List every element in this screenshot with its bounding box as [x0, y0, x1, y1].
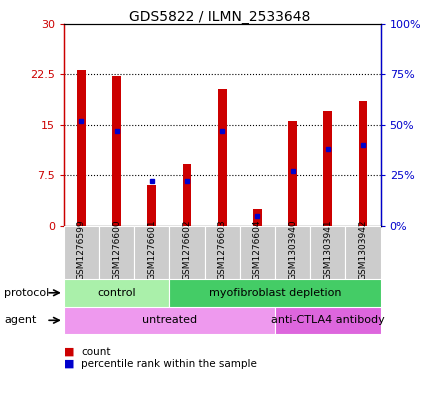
Bar [169, 226, 205, 279]
Bar [99, 226, 134, 279]
Text: myofibroblast depletion: myofibroblast depletion [209, 288, 341, 298]
Bar [275, 307, 381, 334]
Bar [323, 111, 332, 226]
Bar [183, 164, 191, 226]
Text: GSM1276601: GSM1276601 [147, 220, 156, 280]
Bar [218, 89, 227, 226]
Text: anti-CTLA4 antibody: anti-CTLA4 antibody [271, 315, 385, 325]
Bar [345, 226, 381, 279]
Text: ■: ■ [64, 347, 74, 357]
Text: GDS5822 / ILMN_2533648: GDS5822 / ILMN_2533648 [129, 10, 311, 24]
Text: agent: agent [4, 315, 37, 325]
Text: GSM1276600: GSM1276600 [112, 220, 121, 280]
Bar [205, 226, 240, 279]
Text: GSM1303941: GSM1303941 [323, 220, 332, 280]
Bar [275, 226, 310, 279]
Text: count: count [81, 347, 111, 357]
Bar [253, 209, 262, 226]
Bar [147, 185, 156, 226]
Text: ■: ■ [64, 358, 74, 369]
Text: GSM1276603: GSM1276603 [218, 220, 227, 280]
Bar [169, 279, 381, 307]
Bar [134, 226, 169, 279]
Text: untreated: untreated [142, 315, 197, 325]
Text: protocol: protocol [4, 288, 50, 298]
Bar [64, 307, 275, 334]
Text: control: control [97, 288, 136, 298]
Bar [359, 101, 367, 226]
Bar [240, 226, 275, 279]
Text: GSM1303942: GSM1303942 [359, 220, 367, 280]
Bar [112, 76, 121, 226]
Bar [310, 226, 345, 279]
Bar [64, 226, 99, 279]
Bar [64, 279, 169, 307]
Bar [77, 70, 86, 226]
Text: GSM1276602: GSM1276602 [183, 220, 191, 280]
Text: percentile rank within the sample: percentile rank within the sample [81, 358, 257, 369]
Bar [288, 121, 297, 226]
Text: GSM1276604: GSM1276604 [253, 220, 262, 280]
Text: GSM1303940: GSM1303940 [288, 220, 297, 280]
Text: GSM1276599: GSM1276599 [77, 220, 86, 280]
